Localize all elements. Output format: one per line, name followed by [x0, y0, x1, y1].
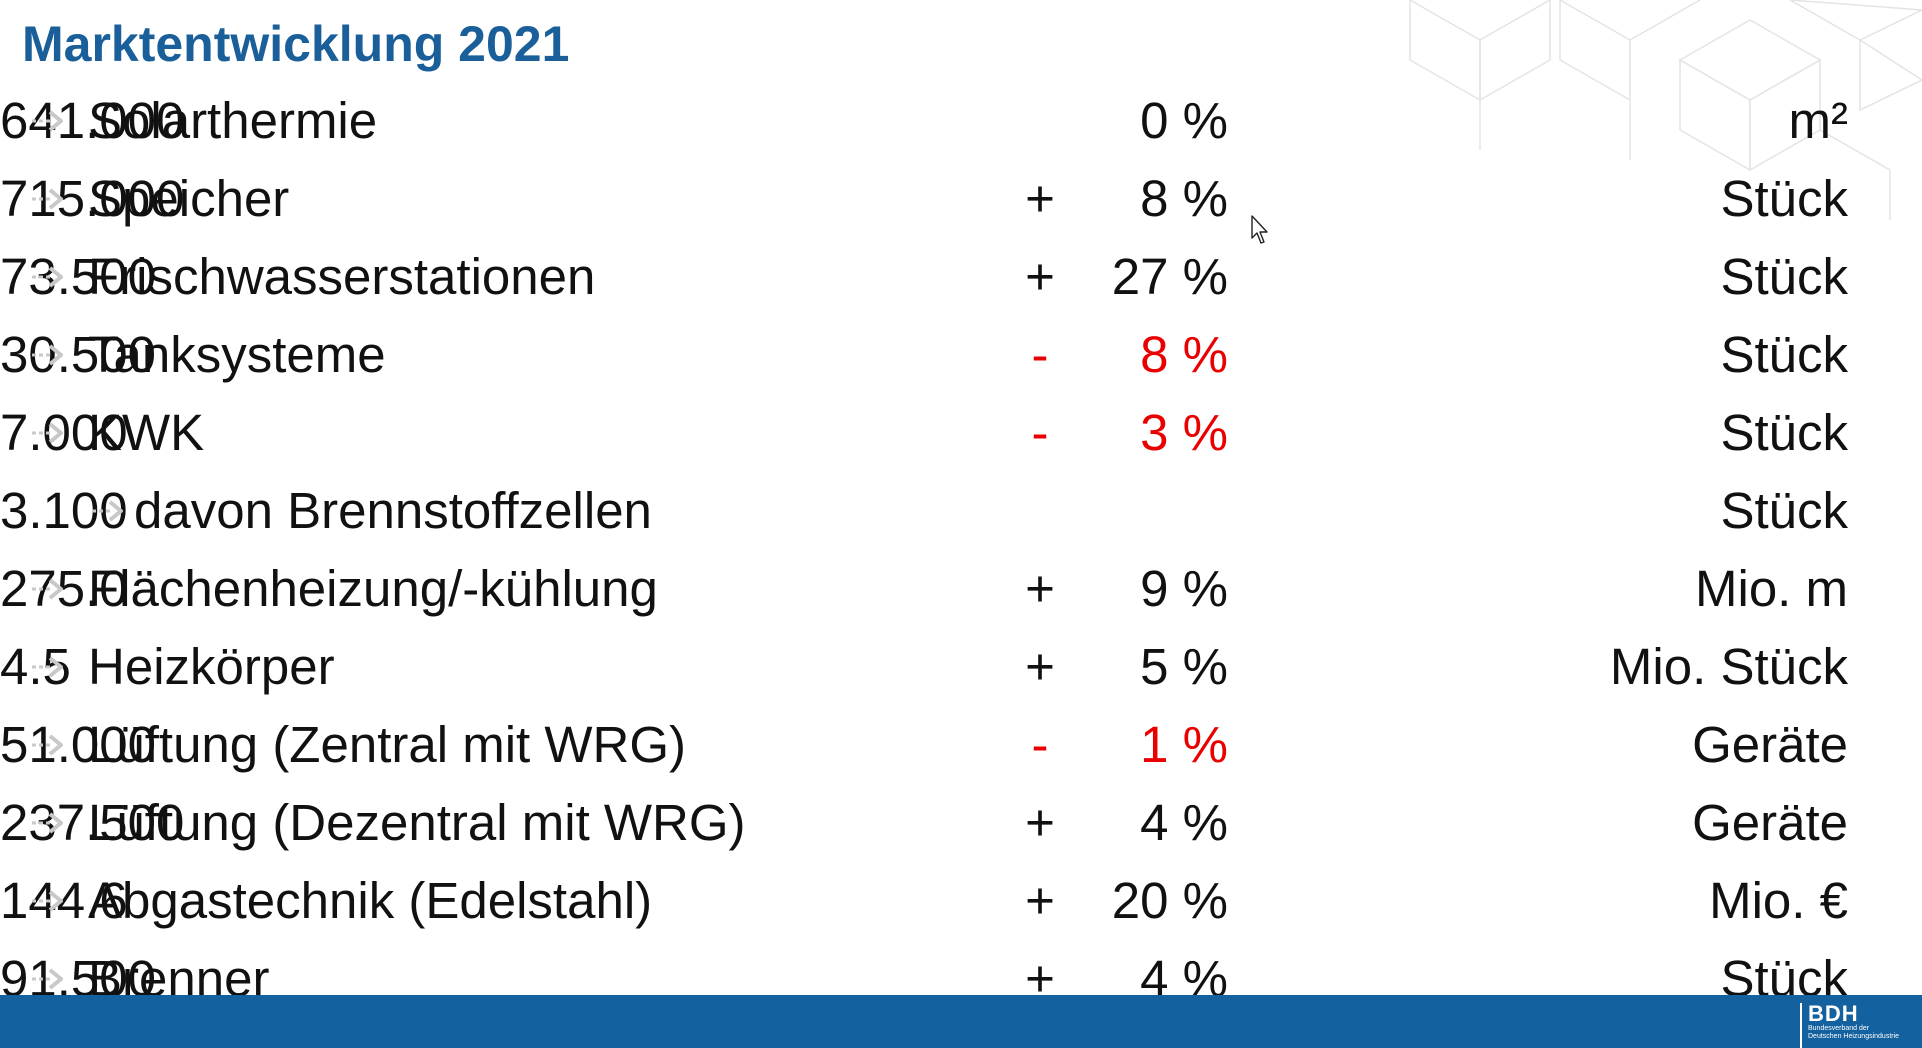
row-label: Tanksysteme — [88, 326, 386, 383]
arrow-bullet-icon — [32, 188, 63, 210]
change-percent: 8 % — [1140, 170, 1228, 227]
table-row: Speicher +8 % 715.000 Stück — [0, 160, 1922, 238]
change-percent: 9 % — [1140, 560, 1228, 617]
market-value: 275.0 — [0, 560, 128, 617]
change-percent: 0 % — [1140, 92, 1228, 149]
arrow-bullet-icon — [32, 734, 63, 756]
table-row: Flächenheizung/-kühlung +9 % 275.0 Mio. m — [0, 550, 1922, 628]
arrow-bullet-icon — [32, 110, 63, 132]
change-sign: + — [1025, 560, 1055, 617]
table-row: Lüftung (Zentral mit WRG) - 1 % 51.000 Gerät… — [0, 706, 1922, 784]
market-table: Solarthermie 0 % 641.000 m² Speicher +8 % 715.… — [0, 82, 1922, 1018]
market-value: 7.000 — [0, 404, 128, 461]
unit-label: Stück — [1720, 248, 1848, 305]
arrow-bullet-icon — [32, 422, 63, 444]
unit-label: Mio. Stück — [1609, 638, 1848, 695]
footer-bar — [0, 995, 1922, 1048]
row-label: Lüftung (Zentral mit WRG) — [88, 716, 686, 773]
market-value: 30.500 — [0, 326, 156, 383]
market-value: 715.000 — [0, 170, 185, 227]
market-value: 73.500 — [0, 248, 156, 305]
change-sign: + — [1025, 638, 1055, 695]
change-sign: + — [1025, 248, 1055, 305]
row-label: Flächenheizung/-kühlung — [88, 560, 658, 617]
market-value: 144.6 — [0, 872, 128, 929]
arrow-bullet-icon — [32, 812, 63, 834]
table-row: Frischwasserstationen +27 % 73.500 Stück — [0, 238, 1922, 316]
change-sign: + — [1025, 794, 1055, 851]
market-value: 237.500 — [0, 794, 185, 851]
table-row: Tanksysteme - 8 % 30.500 Stück — [0, 316, 1922, 394]
market-value: 641.000 — [0, 92, 185, 149]
change-percent: 4 % — [1140, 794, 1228, 851]
unit-label: Stück — [1720, 170, 1848, 227]
change-percent: 3 % — [1140, 404, 1228, 461]
arrow-bullet-icon — [32, 656, 63, 678]
row-label: Abgastechnik (Edelstahl) — [88, 872, 653, 929]
logo-text: BDH — [1808, 1001, 1859, 1026]
table-row: Abgastechnik (Edelstahl) +20 % 144.6 Mio. € — [0, 862, 1922, 940]
arrow-bullet-icon — [92, 500, 123, 522]
arrow-bullet-icon — [32, 578, 63, 600]
row-label: Frischwasserstationen — [88, 248, 596, 305]
change-sign: + — [1025, 872, 1055, 929]
row-label: davon Brennstoffzellen — [134, 482, 652, 539]
unit-label: Mio. € — [1709, 872, 1848, 929]
unit-label: Geräte — [1692, 716, 1848, 773]
row-label: KWK — [88, 404, 205, 461]
unit-label: Stück — [1720, 482, 1848, 539]
mouse-pointer-icon — [1251, 215, 1268, 244]
row-label: Speicher — [88, 170, 290, 227]
unit-label: Geräte — [1692, 794, 1848, 851]
table-row: KWK - 3 % 7.000 Stück — [0, 394, 1922, 472]
unit-label: Mio. m — [1695, 560, 1848, 617]
arrow-bullet-icon — [32, 266, 63, 288]
row-label: Lüftung (Dezentral mit WRG) — [88, 794, 746, 851]
bdh-logo: BDH Bundesverband der Deutschen Heizungs… — [1800, 1003, 1916, 1048]
change-sign: - — [1031, 404, 1049, 461]
market-value: 51.000 — [0, 716, 156, 773]
table-row: Solarthermie 0 % 641.000 m² — [0, 82, 1922, 160]
page-title: Marktentwicklung 2021 — [22, 16, 570, 72]
row-label: Solarthermie — [88, 92, 378, 149]
background-cube-pattern — [1409, 0, 1922, 220]
table-row: Heizkörper +5 % 4.5 Mio. Stück — [0, 628, 1922, 706]
change-percent: 27 % — [1111, 248, 1228, 305]
arrow-bullet-icon — [32, 890, 63, 912]
arrow-bullet-icon — [32, 968, 63, 990]
unit-label: m² — [1788, 92, 1848, 149]
change-percent: 20 % — [1111, 872, 1228, 929]
logo-subtitle-line-1: Bundesverband der — [1808, 1025, 1870, 1032]
change-percent: 1 % — [1140, 716, 1228, 773]
arrow-bullet-icon — [32, 344, 63, 366]
row-label: Heizkörper — [88, 638, 335, 695]
change-percent: 8 % — [1140, 326, 1228, 383]
table-row: davon Brennstoffzellen 3.100 Stück — [0, 472, 1922, 550]
change-sign: + — [1025, 170, 1055, 227]
unit-label: Stück — [1720, 326, 1848, 383]
change-percent: 5 % — [1140, 638, 1228, 695]
logo-subtitle-line-2: Deutschen Heizungsindustrie — [1808, 1033, 1900, 1040]
change-sign: - — [1031, 716, 1049, 773]
unit-label: Stück — [1720, 404, 1848, 461]
table-row: Lüftung (Dezentral mit WRG) +4 % 237.500 Ge… — [0, 784, 1922, 862]
change-sign: - — [1031, 326, 1049, 383]
